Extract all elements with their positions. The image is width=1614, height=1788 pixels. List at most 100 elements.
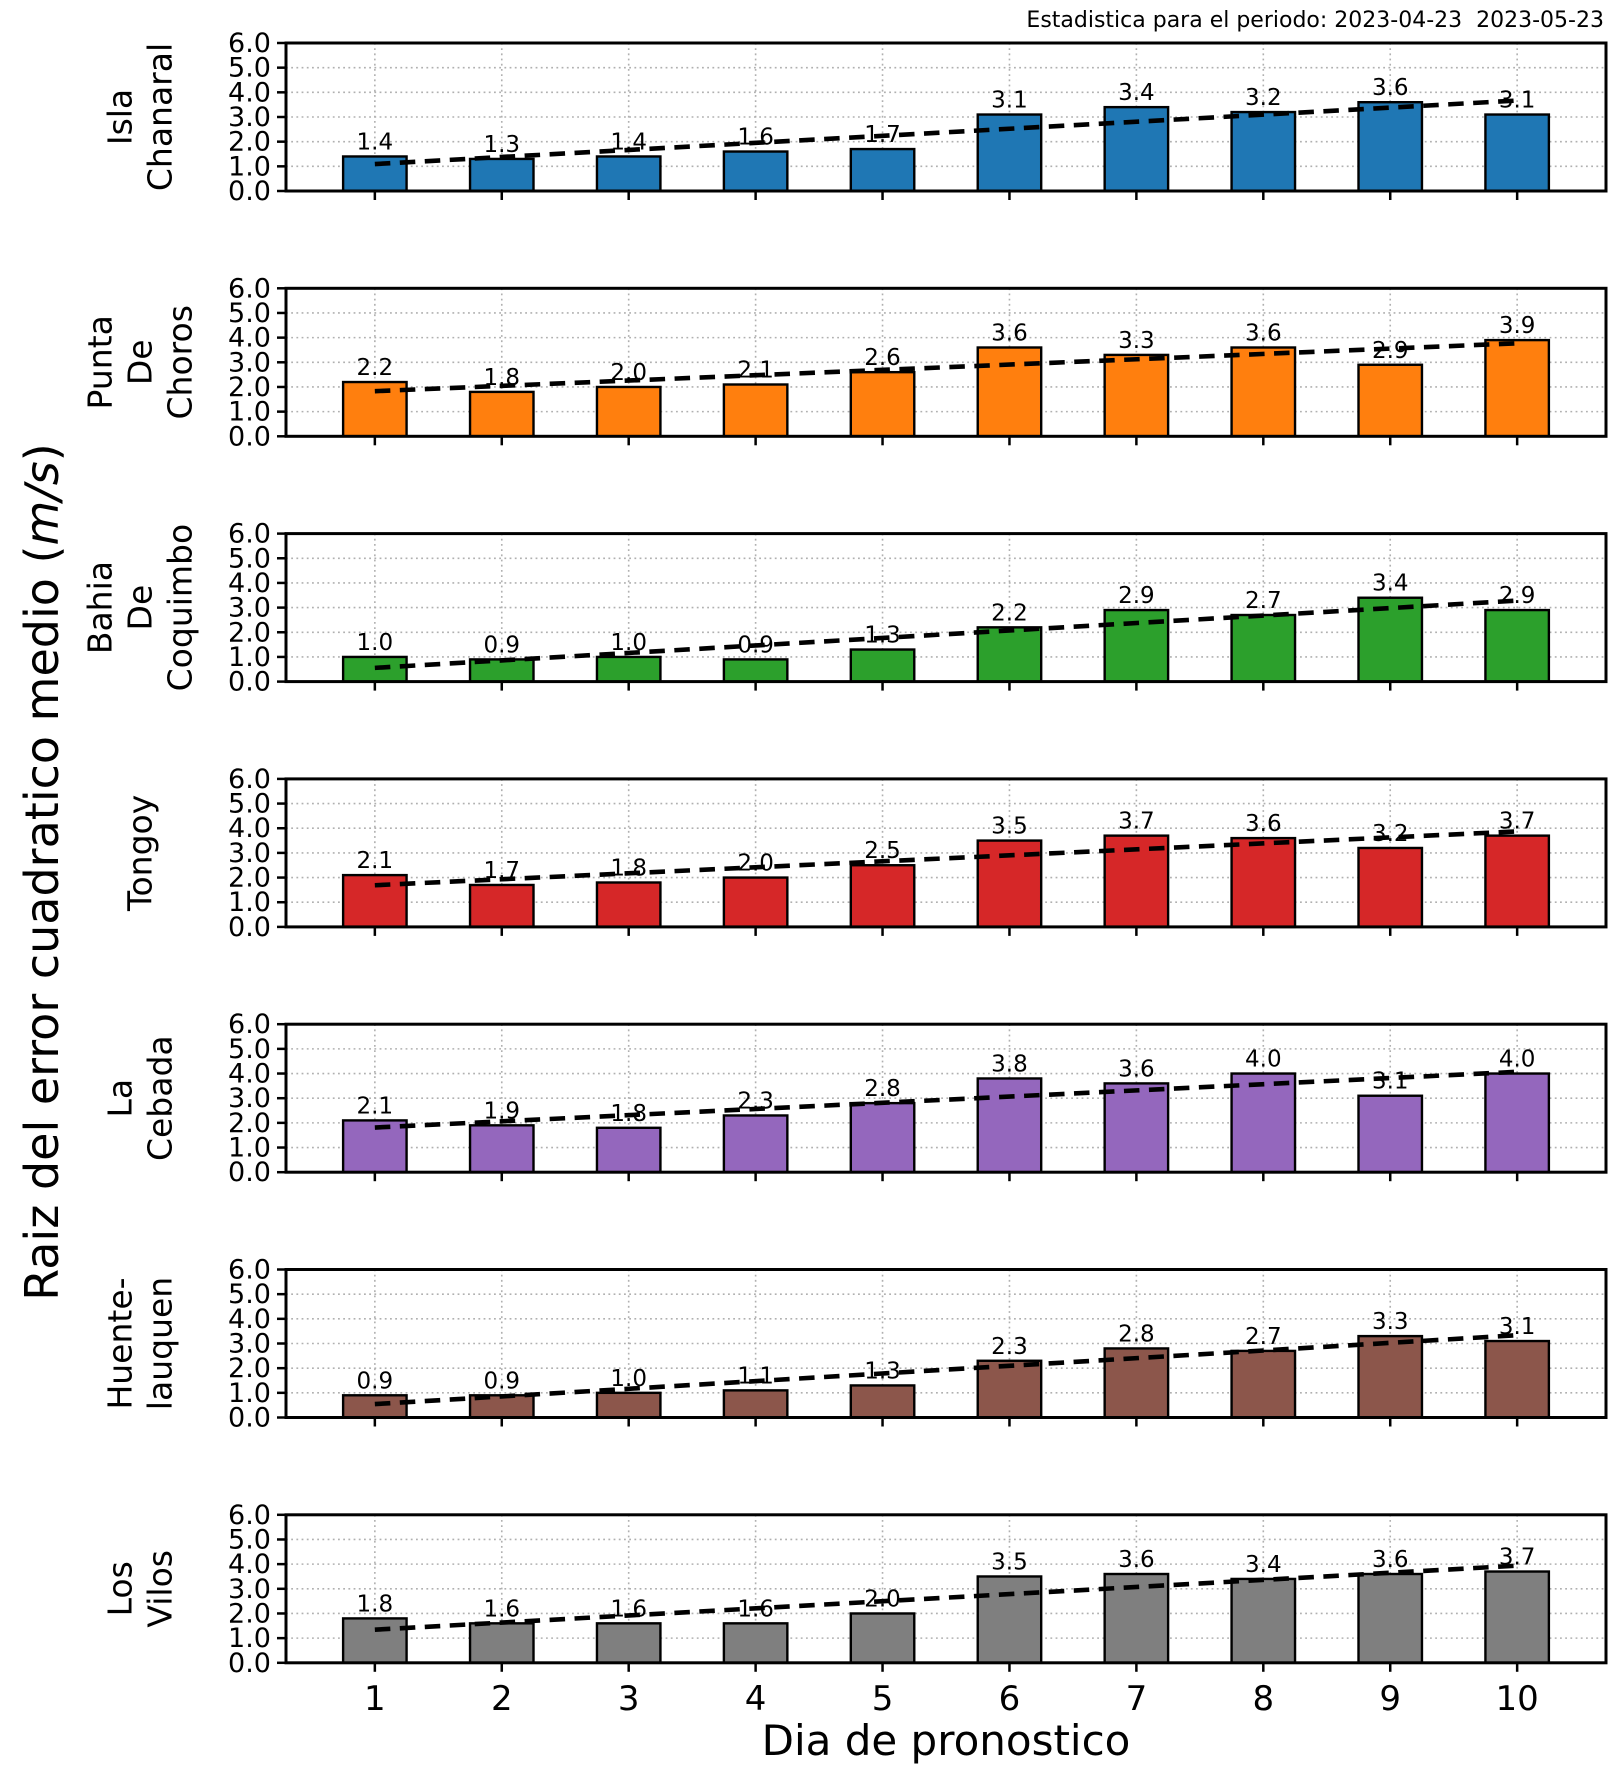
y-tick-label: 2.0 <box>228 1108 271 1139</box>
bar-value-label: 3.2 <box>1245 85 1282 111</box>
bar <box>1484 1570 1551 1664</box>
x-tick-label: 5 <box>872 1679 894 1719</box>
subplot-la-cebada: 2.1 1.9 1.8 2.3 2.8 3.8 3.6 4.0 3.1 4.0 0.01.02.03… <box>101 1009 1608 1188</box>
bar <box>341 873 408 929</box>
row-label-line: Punta <box>81 315 120 409</box>
bar <box>341 655 408 683</box>
row-label-line: Los <box>101 1561 140 1616</box>
bar <box>976 1575 1043 1665</box>
y-tick-label: 4.0 <box>228 1304 271 1335</box>
y-tick-label: 6.0 <box>228 519 271 550</box>
bar-value-label: 2.3 <box>737 1088 774 1114</box>
bar <box>1357 846 1424 929</box>
bar-value-label: 1.8 <box>610 856 647 882</box>
bar-value-label: 4.0 <box>1245 1047 1282 1073</box>
y-tick-label: 0.0 <box>228 1403 271 1434</box>
bar-value-label: 3.6 <box>1372 1547 1409 1573</box>
chart-title: Estadistica para el periodo: 2023-04-23 … <box>1026 8 1604 33</box>
y-tick-label: 3.0 <box>228 1574 271 1605</box>
bar-value-label: 1.6 <box>737 125 774 151</box>
x-tick-label: 8 <box>1252 1679 1274 1719</box>
bar-value-label: 1.4 <box>610 129 647 155</box>
bar-value-label: 0.9 <box>737 632 774 658</box>
bar-value-label: 2.9 <box>1372 338 1409 364</box>
bar-value-label: 1.1 <box>737 1363 774 1389</box>
y-tick-label: 2.0 <box>228 127 271 158</box>
y-axis-unit: m/s <box>15 461 69 546</box>
y-tick-label: 6.0 <box>228 1009 271 1040</box>
bar-value-label: 3.6 <box>1372 75 1409 101</box>
y-tick-label: 0.0 <box>228 421 271 452</box>
bar-value-label: 3.9 <box>1499 313 1536 339</box>
bar-value-label: 1.0 <box>610 1366 647 1392</box>
subplot-bahia-de-coquimbo: 1.0 0.9 1.0 0.9 1.32.22.9 2.73.4 2.90.01.02.03… <box>81 519 1608 698</box>
x-tick-label: 9 <box>1379 1679 1401 1719</box>
bar <box>1103 353 1170 438</box>
bar-value-label: 3.6 <box>1118 1056 1155 1082</box>
y-tick-label: 6.0 <box>228 1500 271 1531</box>
x-axis-label: Dia de pronostico <box>761 1716 1131 1765</box>
y-tick-label: 0.0 <box>228 1648 271 1679</box>
bar <box>341 1394 408 1419</box>
trend-line <box>374 340 1518 394</box>
x-tick-label: 3 <box>618 1679 640 1719</box>
bar-value-label: 1.8 <box>357 1591 394 1617</box>
x-tick-label: 1 <box>364 1679 386 1719</box>
y-tick-label: 6.0 <box>228 1255 271 1286</box>
bar-value-label: 3.7 <box>1499 1545 1536 1571</box>
bar <box>976 346 1043 438</box>
y-tick-label: 3.0 <box>228 347 271 378</box>
trend-line <box>374 829 1518 888</box>
bar-value-label: 3.8 <box>991 1051 1028 1077</box>
bar-value-label: 1.9 <box>483 1098 520 1124</box>
row-label-line: Choros <box>161 305 200 419</box>
bar-value-label: 2.9 <box>1118 583 1155 609</box>
subplot-isla-chanaral: 1.4 1.3 1.4 1.6 1.7 3.1 3.4 3.2 3.6 3.1 0.01.02.03… <box>101 28 1608 207</box>
bar <box>1230 1349 1297 1419</box>
bar <box>976 626 1043 683</box>
bar <box>1103 1082 1170 1174</box>
bar <box>1484 608 1551 683</box>
bar <box>1103 1347 1170 1419</box>
trend-line <box>374 1332 1518 1407</box>
bar-value-label: 1.6 <box>483 1596 520 1622</box>
bar <box>1357 100 1424 193</box>
y-tick-label: 5.0 <box>228 53 271 84</box>
bar-value-label: 3.6 <box>1118 1547 1155 1573</box>
y-tick-label: 2.0 <box>228 863 271 894</box>
bar <box>722 150 789 193</box>
y-tick-label: 2.0 <box>228 1353 271 1384</box>
y-tick-label: 5.0 <box>228 1279 271 1310</box>
bar <box>849 370 916 438</box>
bar-value-label: 3.6 <box>1245 321 1282 347</box>
y-tick-label: 4.0 <box>228 77 271 108</box>
bar-value-label: 2.2 <box>357 355 394 381</box>
bar-value-label: 1.3 <box>864 1358 901 1384</box>
bar <box>595 385 662 438</box>
row-label-line: De <box>121 339 160 385</box>
bar <box>595 881 662 929</box>
bar-value-label: 2.6 <box>864 345 901 371</box>
bar <box>1484 113 1551 193</box>
x-tick-label: 7 <box>1126 1679 1148 1719</box>
bar-value-label: 2.1 <box>737 358 774 384</box>
bar-value-label: 2.7 <box>1245 1324 1282 1350</box>
bar <box>341 155 408 193</box>
y-axis-label: Raiz del error cuadratico medio (m/s) <box>15 443 69 1300</box>
bar <box>849 864 916 929</box>
row-label-line: Vilos <box>141 1550 180 1628</box>
bar <box>1357 1094 1424 1174</box>
bar-value-label: 2.1 <box>357 848 394 874</box>
bar <box>468 1124 535 1174</box>
bar-value-label: 1.6 <box>737 1596 774 1622</box>
bar <box>1230 1072 1297 1174</box>
bar-value-label: 1.0 <box>610 630 647 656</box>
y-tick-label: 1.0 <box>228 397 271 428</box>
bar-value-label: 2.2 <box>991 600 1028 626</box>
bar <box>595 655 662 683</box>
bar-value-label: 1.6 <box>610 1596 647 1622</box>
bar-value-label: 1.0 <box>357 630 394 656</box>
y-tick-label: 3.0 <box>228 593 271 624</box>
